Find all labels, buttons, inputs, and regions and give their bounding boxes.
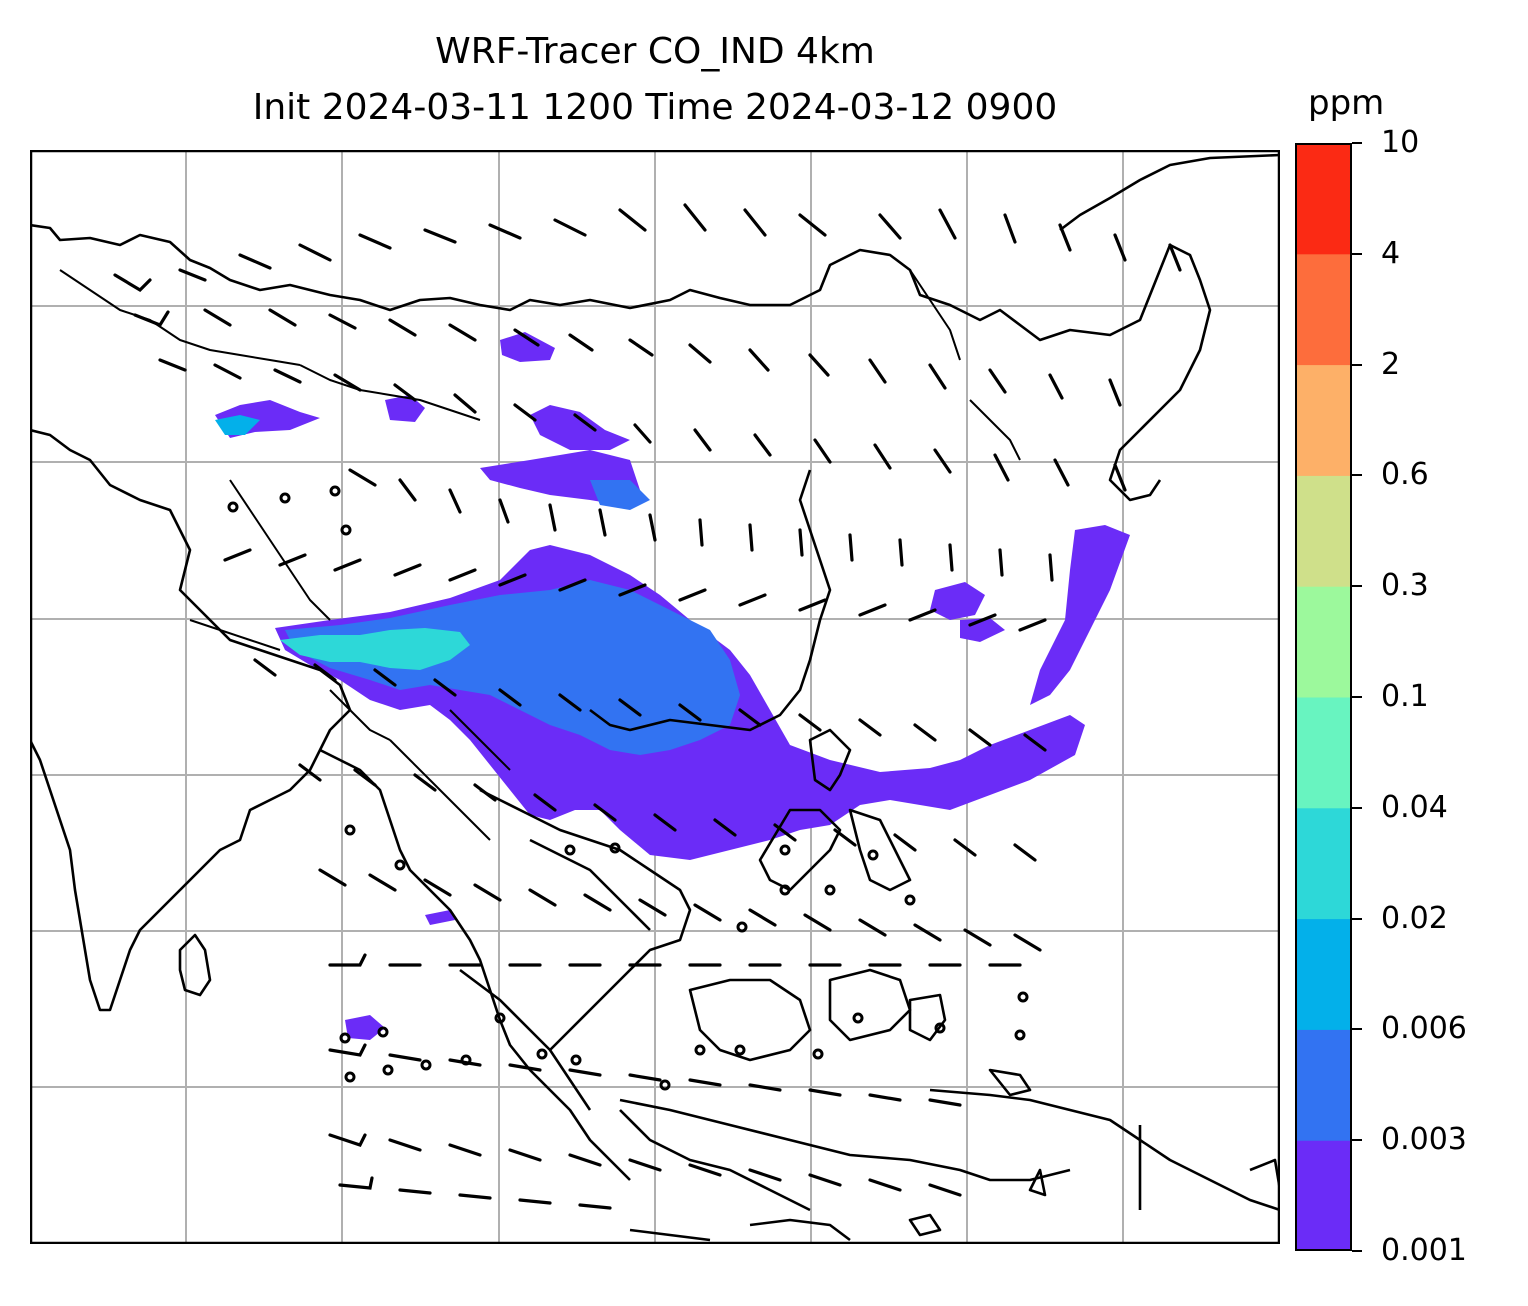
colorbar-tick [1352, 806, 1362, 809]
colorbar-tick [1352, 585, 1362, 588]
country-borders [59, 269, 1021, 841]
colorbar-tick-label: 0.04 [1381, 789, 1448, 825]
plume-nw3 [500, 332, 555, 362]
colorbar-band [1295, 364, 1352, 476]
colorbar-band [1295, 807, 1352, 920]
plume-core [285, 580, 740, 755]
plume-nw2 [385, 395, 425, 422]
colorbar-band [1295, 918, 1352, 1030]
colorbar [1295, 143, 1352, 1251]
plume-sw2 [425, 910, 455, 925]
colorbar-band [1295, 475, 1352, 587]
colorbar-tick-label: 0.001 [1381, 1233, 1467, 1268]
calm-circles [227, 485, 1029, 1091]
colorbar-tick-label: 0.006 [1381, 1011, 1467, 1047]
colorbar-units: ppm [1308, 83, 1385, 123]
colorbar-tick [1352, 696, 1362, 698]
colorbar-tick [1352, 363, 1362, 366]
colorbar-tick-label: 0.6 [1381, 457, 1429, 493]
colorbar-tick [1352, 474, 1362, 477]
map-title-line1: WRF-Tracer CO_IND 4km [435, 31, 875, 72]
plume-peak [280, 628, 470, 670]
map-panel [30, 150, 1280, 1244]
colorbar-tick [1352, 1028, 1362, 1031]
colorbar-tick [1352, 1139, 1362, 1142]
colorbar-band [1295, 1140, 1352, 1251]
colorbar-tick-label: 0.3 [1381, 568, 1429, 604]
plume-sw1 [345, 1015, 385, 1040]
colorbar-tick-label: 0.003 [1381, 1122, 1467, 1158]
map-title-line2: Init 2024-03-11 1200 Time 2024-03-12 090… [252, 87, 1058, 128]
colorbar-tick-label: 10 [1381, 125, 1420, 160]
colorbar-tick [1352, 142, 1362, 144]
colorbar-band [1295, 143, 1352, 255]
plume-core2 [590, 480, 650, 510]
plume-japan-coast [930, 582, 985, 620]
colorbar-border [1295, 143, 1352, 1251]
plume-east-band [1030, 525, 1130, 705]
co-tracer-plume [215, 332, 1130, 1040]
colorbar-tick-label: 0.02 [1381, 900, 1448, 936]
plume-peak2 [215, 415, 260, 435]
colorbar-tick [1352, 252, 1362, 255]
plume-north2 [530, 405, 630, 450]
colorbar-band [1295, 586, 1352, 698]
colorbar-tick-label: 2 [1381, 346, 1401, 382]
map-border [30, 150, 1280, 1244]
colorbar-tick-label: 4 [1381, 235, 1401, 271]
colorbar-tick [1352, 1250, 1362, 1252]
colorbar-band [1295, 253, 1352, 366]
colorbar-band [1295, 1029, 1352, 1141]
colorbar-tick-label: 0.1 [1381, 679, 1429, 714]
coastlines [30, 153, 1280, 1242]
wind-barbs [113, 203, 1182, 1210]
colorbar-tick [1352, 917, 1362, 920]
colorbar-band [1295, 697, 1352, 809]
